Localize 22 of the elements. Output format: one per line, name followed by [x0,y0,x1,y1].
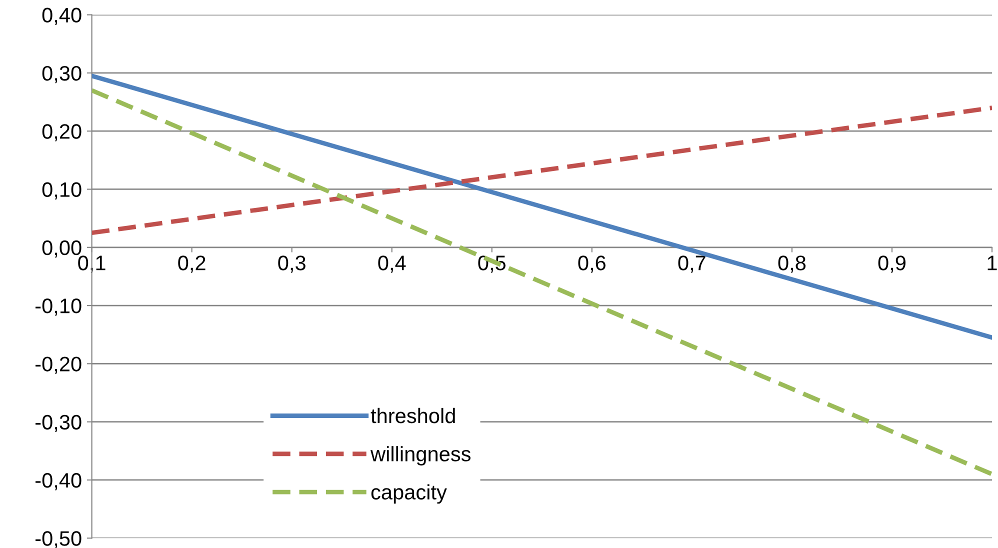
x-tick-label: 0,2 [178,256,206,273]
x-tick-label: 0,7 [678,256,706,273]
x-tick-label: 0,9 [878,256,906,273]
y-tick-label: 0,40 [42,8,82,26]
x-tick-label: 0,4 [378,256,406,273]
y-tick-label: -0,20 [36,356,82,374]
x-tick-label: 0,8 [778,256,806,273]
x-tick-label: 0,3 [278,256,306,273]
legend-label: threshold [370,408,455,424]
x-tick-label: 0,1 [78,256,106,273]
y-tick-label: -0,50 [36,531,82,548]
y-tick-label: 0,20 [42,124,82,142]
legend-label: willingness [370,446,471,466]
y-tick-label: 0,00 [42,240,82,258]
legend-label: capacity [371,484,447,504]
x-tick-label: 0,6 [578,256,606,273]
y-tick-label: -0,10 [36,298,82,316]
x-tick-label: 1 [988,256,997,270]
y-tick-label: 0,10 [42,182,82,200]
y-tick-label: -0,30 [36,414,82,432]
y-tick-label: -0,40 [36,472,82,490]
y-tick-label: 0,30 [42,66,82,84]
